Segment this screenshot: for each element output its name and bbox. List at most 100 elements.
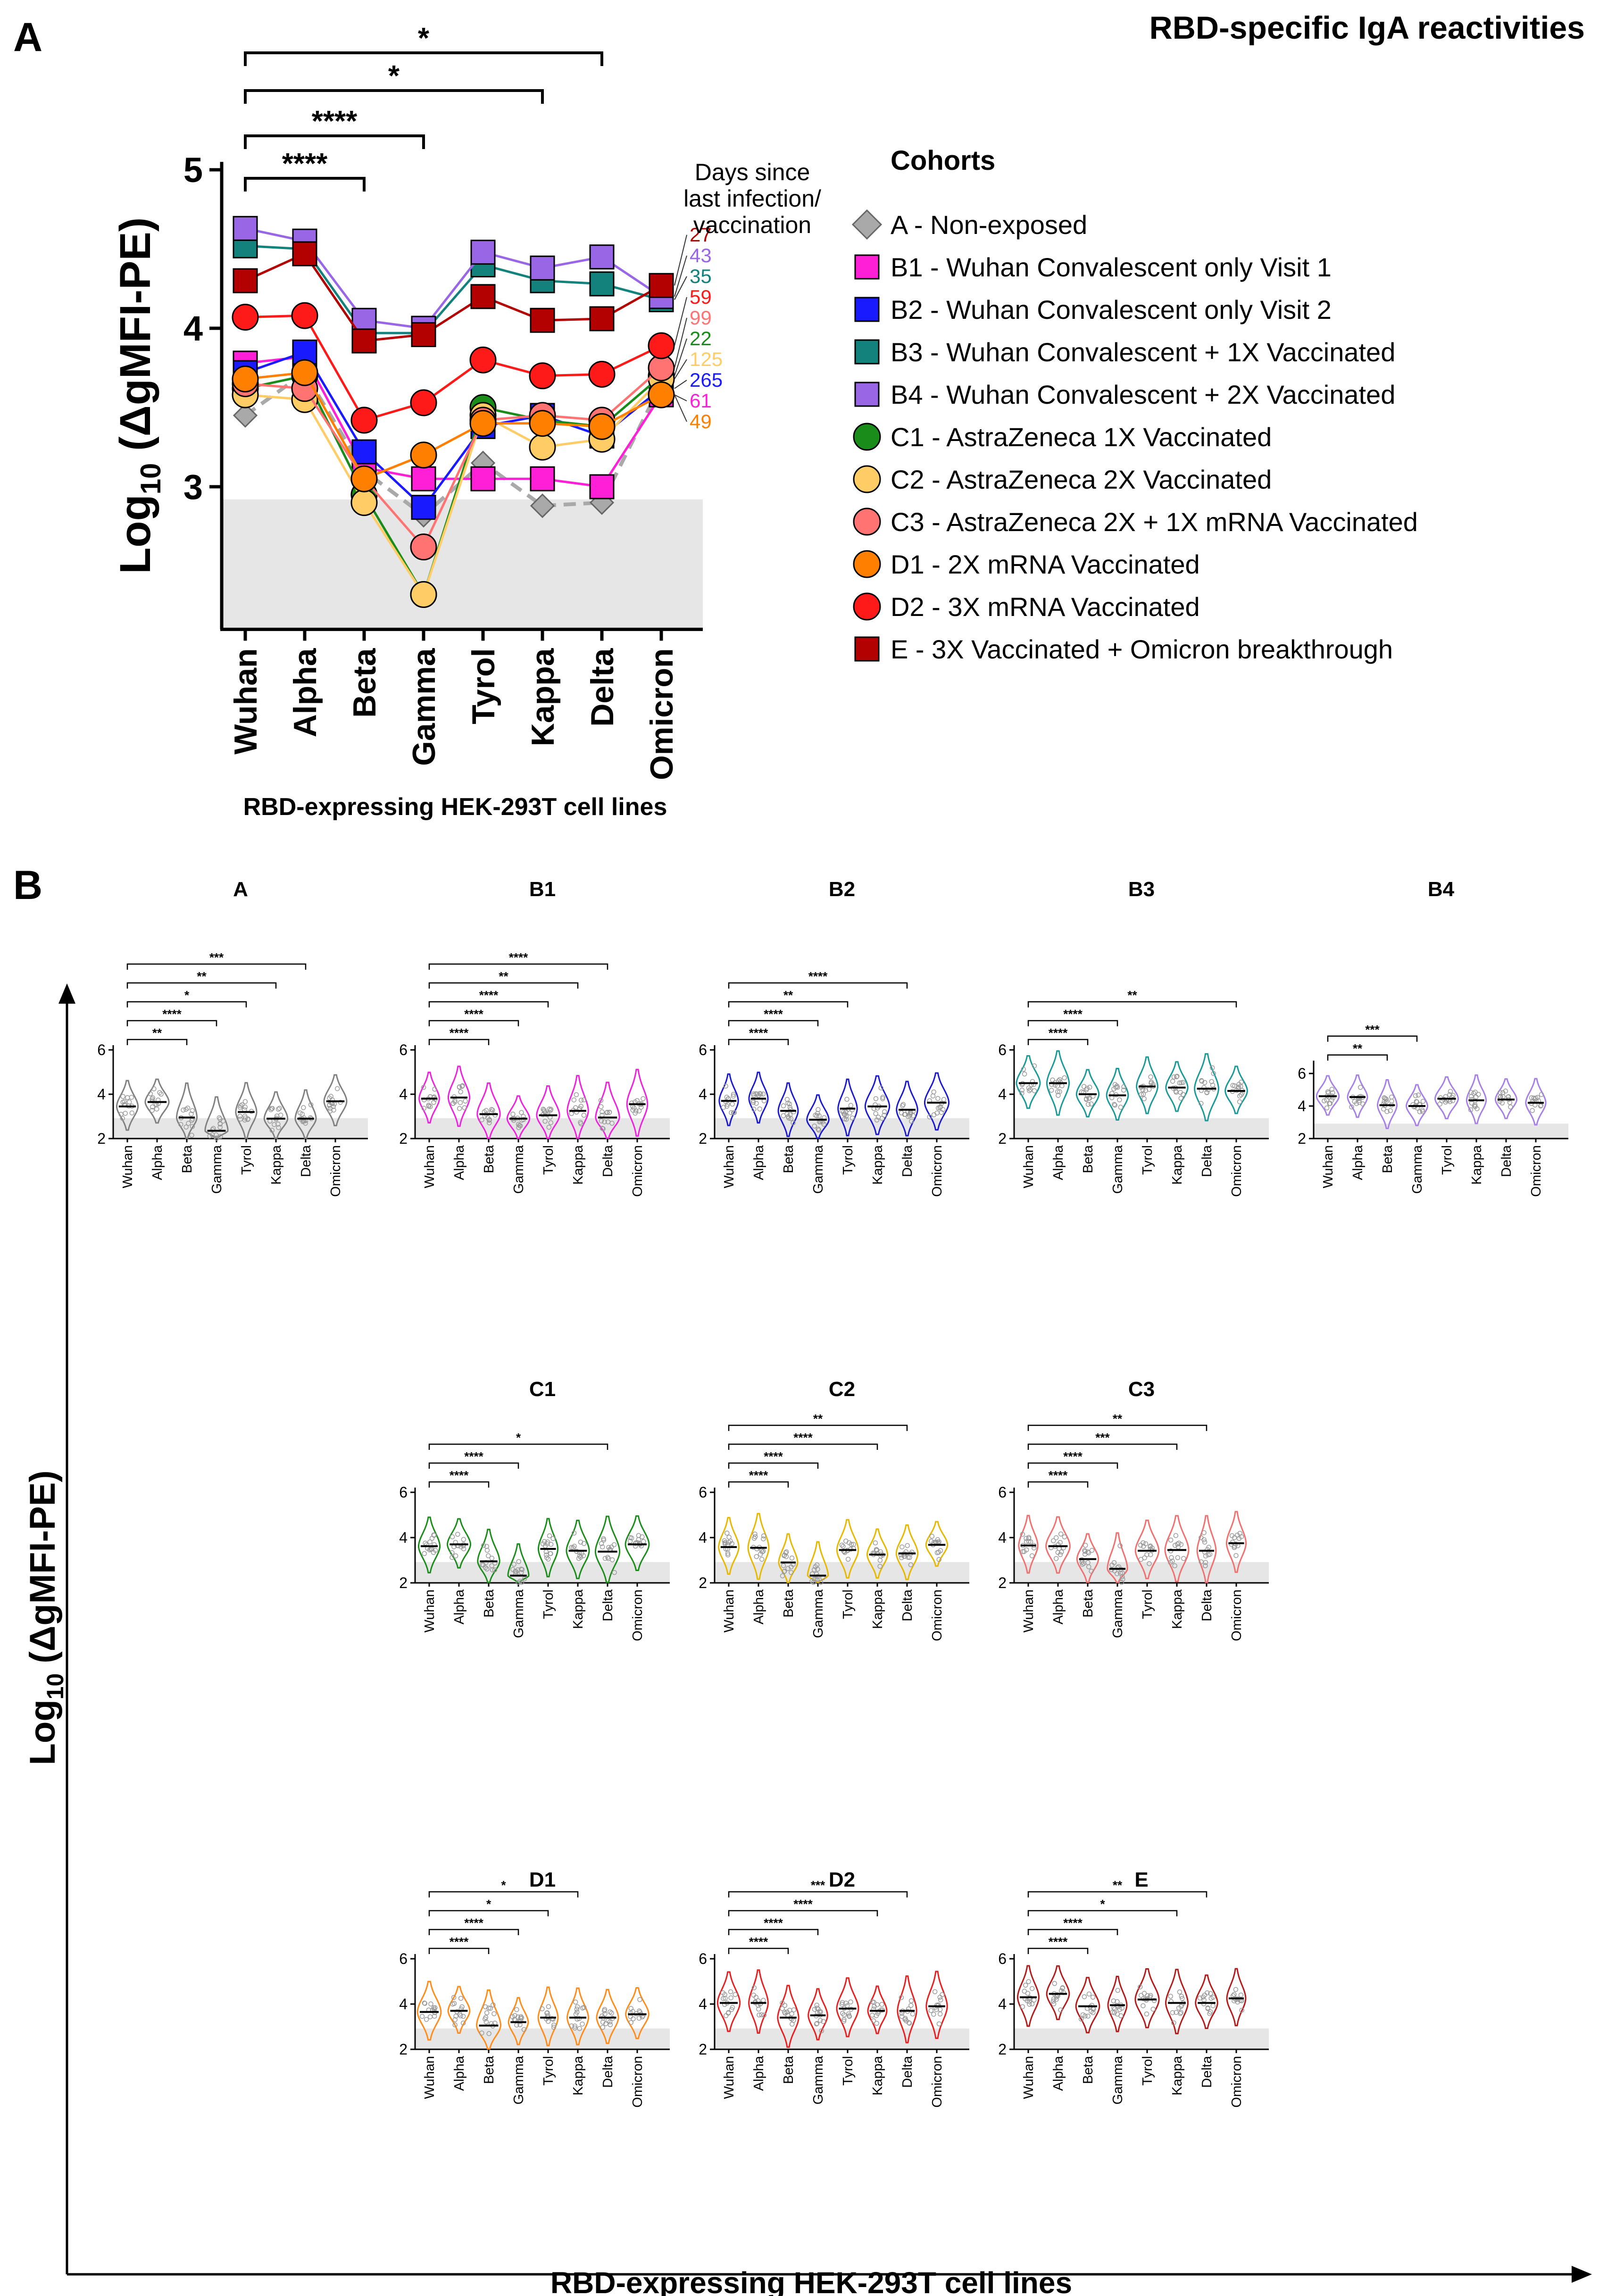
violin-point [1089, 2009, 1094, 2014]
subplot-y-tick-label: 2 [399, 2041, 408, 2058]
violin-point [120, 1094, 125, 1099]
violin-point [1028, 1539, 1033, 1545]
violin [566, 1520, 590, 1580]
violin-point [1384, 1109, 1390, 1115]
subplot-x-tick-label: Beta [1081, 1589, 1096, 1618]
subplot-y-tick-label: 6 [399, 1484, 408, 1501]
violin-point [519, 1580, 525, 1585]
violin-point [609, 1544, 614, 1550]
violin-point [421, 1085, 426, 1090]
legend-label-B3: B3 - Wuhan Convalescent + 1X Vaccinated [891, 337, 1395, 367]
violin-point [148, 1091, 153, 1097]
subplot-x-tick-label: Beta [1380, 1145, 1395, 1173]
violin-point [1178, 2010, 1184, 2015]
legend-label-A: A - Non-exposed [891, 210, 1087, 240]
violin-point [1148, 1074, 1153, 1080]
violin [1106, 1068, 1129, 1121]
violin-point [815, 2005, 820, 2011]
violin-point [186, 1121, 191, 1126]
violin-point [1024, 1536, 1029, 1541]
violin [748, 1072, 769, 1124]
subplot-x-tick-label: Kappa [870, 2055, 885, 2096]
violin-point [450, 1534, 455, 1539]
violin-point [1503, 1089, 1508, 1094]
violin-point [843, 2000, 849, 2006]
violin-point [1059, 1083, 1065, 1089]
violin [1134, 1968, 1160, 2029]
violin-point [722, 1538, 727, 1544]
violin-point [431, 1532, 436, 1538]
subplot-y-tick-label: 4 [399, 1529, 408, 1546]
violin-point [602, 1119, 607, 1124]
threshold-area [1314, 1123, 1568, 1139]
panel-b-y-label: Log10 (ΔgMFI-PE) [23, 1470, 68, 1765]
violin-point [880, 1095, 885, 1100]
violin-point [1357, 1098, 1362, 1103]
violin [144, 1078, 170, 1124]
violin-point [937, 1105, 942, 1110]
violin-point [931, 1089, 936, 1095]
violin-point [544, 1552, 549, 1558]
subplot-y-tick-label: 4 [399, 1086, 408, 1103]
violin-point [841, 2017, 847, 2022]
violin-point [931, 2012, 936, 2017]
y-tick-label: 4 [183, 309, 203, 348]
data-point-B4 [470, 240, 496, 265]
days-leader-line [674, 234, 687, 286]
violin-point [789, 1570, 794, 1575]
violin-point [1529, 1095, 1534, 1100]
violin-point [511, 1562, 516, 1567]
subplot-D2: D2 6 4 2 Wuhan Alpha Beta Gamma Tyrol Kappa Delta O… [699, 1868, 969, 2108]
violin-point [784, 1097, 790, 1102]
violin-point [935, 1537, 941, 1542]
violin-point [877, 1564, 883, 1569]
violin [1495, 1078, 1517, 1119]
violin-point [817, 2010, 823, 2015]
violin [447, 1518, 471, 1569]
violin-point [841, 1544, 846, 1549]
threshold-area [222, 499, 703, 630]
violin-point [871, 2018, 876, 2023]
violin [537, 1986, 559, 2046]
x-tick-label: Delta [584, 648, 620, 726]
subplot-title: C2 [829, 1378, 855, 1401]
subplot-x-tick-label: Alpha [452, 2055, 467, 2091]
significance-bracket [1027, 1481, 1089, 1488]
violin-point [1530, 1108, 1535, 1113]
violin [508, 1997, 529, 2046]
violin-point [242, 1099, 248, 1104]
violin-point [217, 1115, 222, 1121]
subplot-x-tick-label: Delta [1499, 1145, 1514, 1177]
subplot-y-tick-label: 6 [699, 1950, 707, 1967]
violin [1076, 1533, 1099, 1583]
violin-point [605, 1109, 610, 1115]
violin-point [870, 2013, 875, 2018]
violin-point [426, 1104, 432, 1109]
significance-bracket [1027, 1443, 1178, 1450]
violin-point [1117, 1543, 1123, 1548]
data-point-B4 [589, 244, 615, 270]
significance-bracket [428, 1001, 549, 1007]
violin-point [581, 1097, 587, 1103]
subplot-y-tick-label: 6 [699, 1041, 707, 1058]
data-point-E [233, 268, 258, 293]
violin-point [545, 1539, 550, 1545]
subplot-x-tick-label: Tyrol [1440, 1145, 1455, 1175]
violin-point [569, 1545, 574, 1550]
panel-b-x-arrow [1572, 2266, 1592, 2283]
violin-point [1115, 2012, 1120, 2017]
data-point-D2 [469, 346, 497, 374]
violin-point [1388, 1108, 1393, 1114]
violin-point [1110, 2010, 1115, 2015]
significance-bracket [728, 1481, 789, 1488]
violin-point [1207, 2011, 1212, 2016]
violin-point [1325, 1089, 1331, 1095]
violin-point [720, 1990, 726, 1996]
violin-point [242, 1115, 248, 1121]
subplot-x-tick-label: Delta [1199, 1145, 1215, 1177]
violin-point [608, 2022, 613, 2028]
violin [1316, 1075, 1340, 1116]
subplot-x-tick-label: Omicron [630, 2056, 645, 2108]
legend-marker-D1 [853, 550, 881, 578]
violin-point [578, 1555, 583, 1560]
